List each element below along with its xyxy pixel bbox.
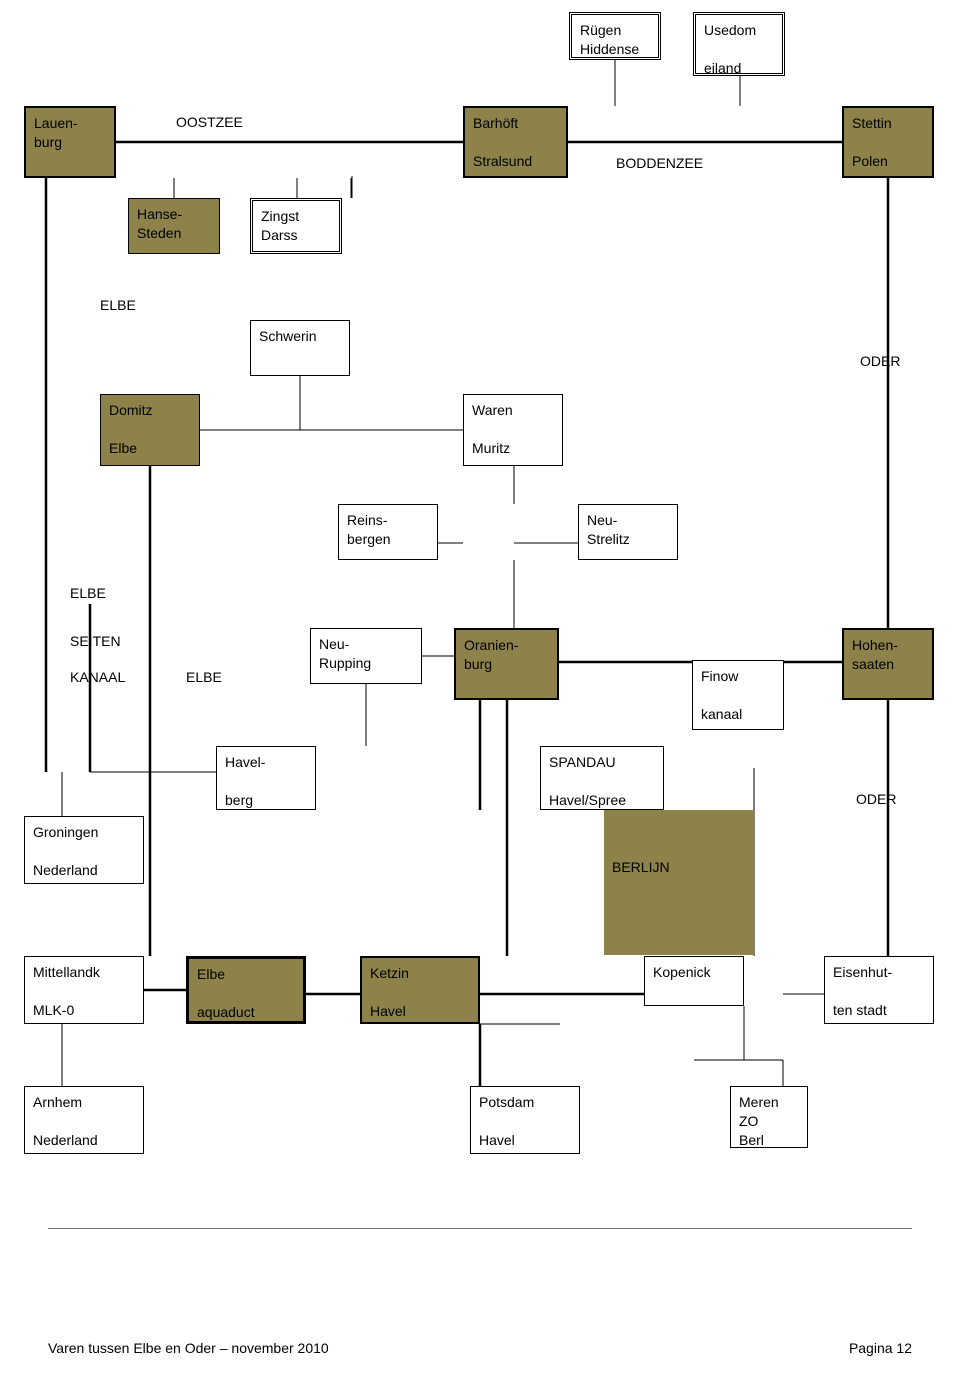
node-finow: Finowkanaal — [692, 660, 784, 730]
node-groningen: GroningenNederland — [24, 816, 144, 884]
node-elbeaqua: Elbeaquaduct — [186, 956, 306, 1024]
node-label: MittellandkMLK-0 — [33, 964, 100, 1018]
node-label: DomitzElbe — [109, 402, 153, 456]
label-oostzee: OOSTZEE — [176, 113, 243, 132]
footer-divider — [48, 1228, 912, 1229]
label-boddenzee: BODDENZEE — [616, 154, 703, 173]
node-label: WarenMuritz — [472, 402, 513, 456]
node-label: Kopenick — [653, 964, 711, 980]
label-oder-top: ODER — [860, 352, 900, 371]
node-label: Reins-bergen — [347, 512, 391, 547]
node-label: Neu-Strelitz — [587, 512, 630, 547]
node-label: Finowkanaal — [701, 668, 742, 722]
node-label: ZingstDarss — [261, 208, 299, 243]
label-elbe-mid: ELBE — [70, 584, 106, 603]
node-ketzin: KetzinHavel — [360, 956, 480, 1024]
label-elbe-s2: ELBE — [186, 668, 222, 687]
node-label: Oranien-burg — [464, 637, 518, 672]
node-label: Elbeaquaduct — [197, 966, 255, 1020]
node-zingst: ZingstDarss — [250, 198, 342, 254]
node-label: KetzinHavel — [370, 965, 409, 1019]
node-hohensaaten: Hohen-saaten — [842, 628, 934, 700]
node-mittellandk: MittellandkMLK-0 — [24, 956, 144, 1024]
node-label: Eisenhut-ten stadt — [833, 964, 892, 1018]
node-label: BarhöftStralsund — [473, 115, 532, 169]
node-barhoft: BarhöftStralsund — [463, 106, 568, 178]
label-elbe-top: ELBE — [100, 296, 136, 315]
node-oranienburg: Oranien-burg — [454, 628, 559, 700]
node-spandau: SPANDAUHavel/Spree — [540, 746, 664, 810]
node-label: MerenZOBerl — [739, 1094, 779, 1148]
node-kopenick: Kopenick — [644, 956, 744, 1006]
label-oder-mid: ODER — [856, 790, 896, 809]
node-label: Havel-berg — [225, 754, 265, 808]
node-rugen: RügenHiddense — [569, 12, 661, 60]
label-kanaal: KANAAL — [70, 668, 125, 687]
node-neustrelitz: Neu-Strelitz — [578, 504, 678, 560]
node-domitz: DomitzElbe — [100, 394, 200, 466]
node-lauenburg: Lauen-burg — [24, 106, 116, 178]
node-label: SPANDAUHavel/Spree — [549, 754, 626, 808]
node-schwerin: Schwerin — [250, 320, 350, 376]
node-label: Usedomeiland — [704, 22, 756, 76]
node-label: ArnhemNederland — [33, 1094, 98, 1148]
node-neurupping: Neu-Rupping — [310, 628, 422, 684]
node-reinsbergen: Reins-bergen — [338, 504, 438, 560]
node-waren: WarenMuritz — [463, 394, 563, 466]
node-havelberg: Havel-berg — [216, 746, 316, 810]
node-label: PotsdamHavel — [479, 1094, 534, 1148]
node-potsdam: PotsdamHavel — [470, 1086, 580, 1154]
node-arnhem: ArnhemNederland — [24, 1086, 144, 1154]
node-label: GroningenNederland — [33, 824, 98, 878]
node-label: Lauen-burg — [34, 115, 78, 150]
node-label: StettinPolen — [852, 115, 892, 169]
node-meren: MerenZOBerl — [730, 1086, 808, 1148]
node-label: RügenHiddense — [580, 22, 639, 57]
node-label: Schwerin — [259, 328, 317, 344]
node-eisenhut: Eisenhut-ten stadt — [824, 956, 934, 1024]
node-usedom: Usedomeiland — [693, 12, 785, 76]
node-label: Hohen-saaten — [852, 637, 898, 672]
node-label: Neu-Rupping — [319, 636, 371, 671]
node-stettin: StettinPolen — [842, 106, 934, 178]
footer-page: Pagina 12 — [849, 1340, 912, 1356]
node-hanse: Hanse-Steden — [128, 198, 220, 254]
node-label: BERLIJN — [612, 859, 670, 875]
label-seiten: SEITEN — [70, 632, 121, 651]
node-label: Hanse-Steden — [137, 206, 182, 241]
node-berlijn: BERLIJN — [604, 810, 754, 955]
footer-title: Varen tussen Elbe en Oder – november 201… — [48, 1340, 329, 1356]
diagram-root: RügenHiddense Usedomeiland Lauen-burg Ba… — [0, 0, 960, 1384]
